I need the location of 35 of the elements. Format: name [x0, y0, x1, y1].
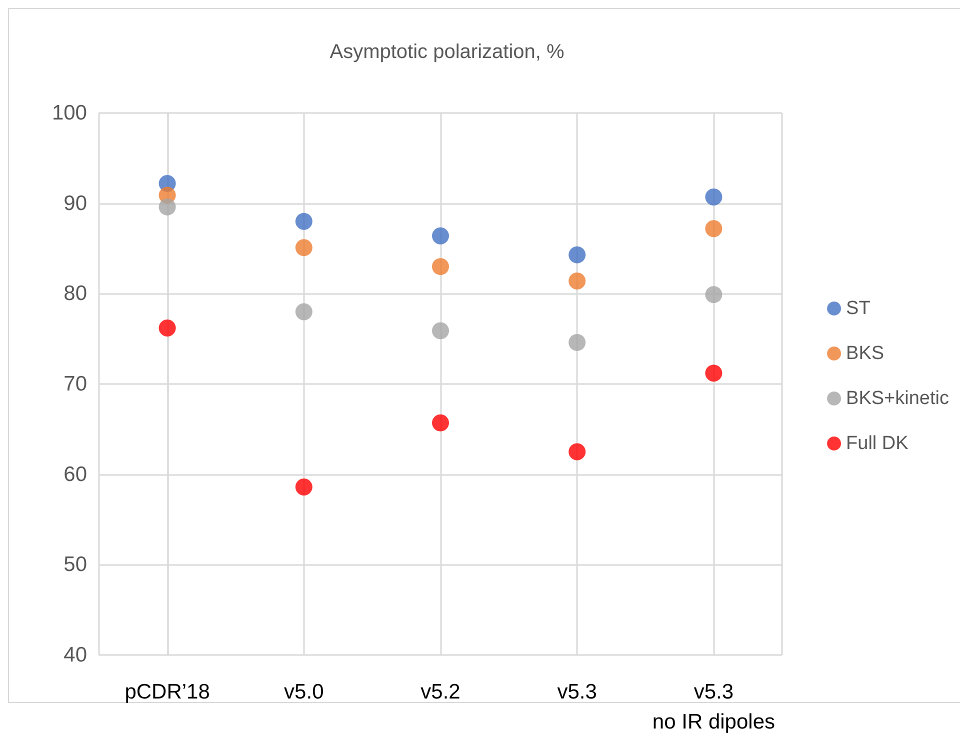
- x-tick-label: v5.3 no IR dipoles: [652, 680, 775, 734]
- chart-title: Asymptotic polarization, %: [330, 41, 564, 63]
- y-tick-label: 50: [64, 553, 87, 576]
- point: [295, 478, 312, 496]
- point: [295, 239, 312, 256]
- point: [705, 286, 722, 304]
- legend-label: ST: [846, 298, 871, 319]
- x-tick-label: v5.0: [284, 680, 324, 704]
- point: [432, 258, 449, 276]
- point: [432, 227, 449, 244]
- point: [295, 212, 312, 230]
- point: [158, 319, 176, 336]
- point: [295, 303, 312, 320]
- point: [568, 272, 586, 290]
- point: [705, 364, 722, 382]
- y-tick-label: 40: [64, 644, 87, 666]
- x-tick-label: v5.3: [557, 680, 597, 704]
- point: [568, 334, 586, 351]
- y-tick-label: 90: [64, 192, 87, 215]
- point: [568, 246, 586, 264]
- point: [432, 414, 449, 432]
- y-tick-label: 80: [64, 282, 87, 306]
- x-tick-label: v5.2: [420, 680, 460, 704]
- point: [568, 443, 586, 460]
- y-tick-label: 100: [52, 102, 87, 124]
- legend-label: BKS+kinetic: [846, 388, 950, 409]
- legend-label: BKS: [846, 343, 884, 364]
- legend-label: Full DK: [846, 433, 909, 454]
- y-tick-label: 60: [64, 462, 87, 486]
- point: [158, 198, 176, 216]
- y-tick-label: 70: [64, 372, 87, 396]
- x-tick-label: pCDR’18: [124, 680, 210, 704]
- point: [705, 188, 722, 206]
- point: [432, 322, 449, 340]
- point: [705, 220, 722, 238]
